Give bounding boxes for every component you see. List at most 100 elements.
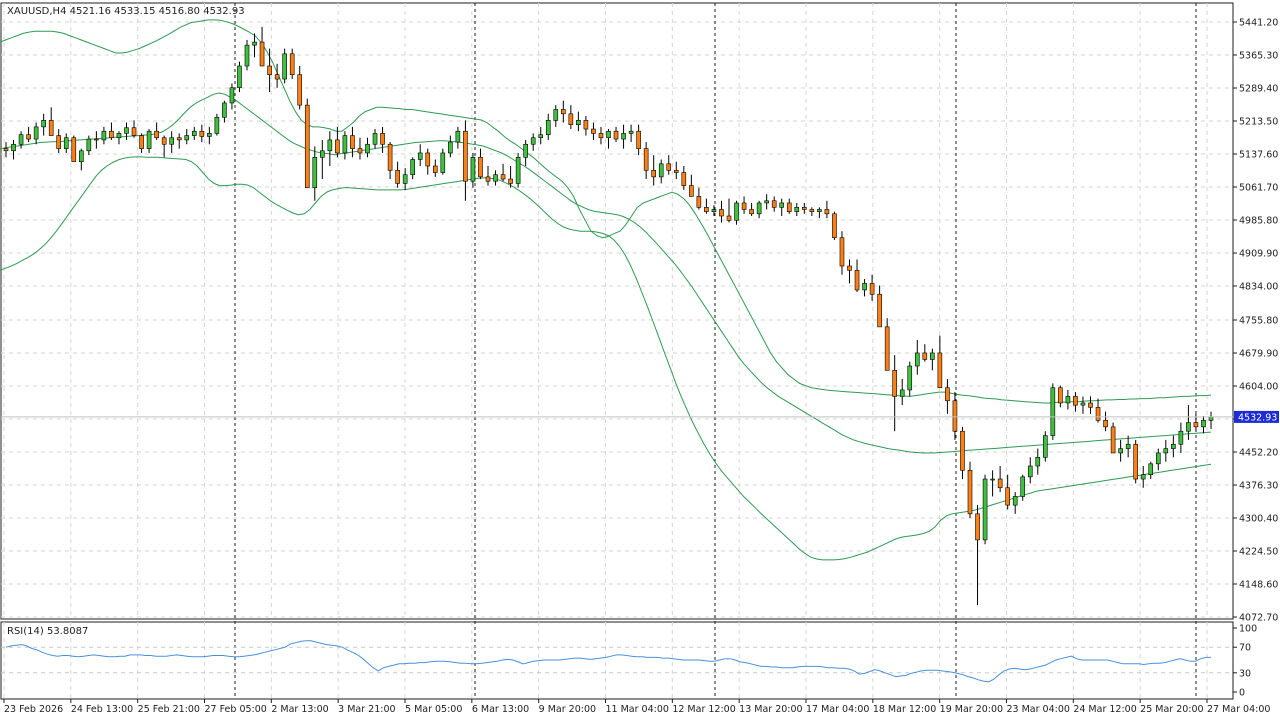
candle	[1110, 422, 1116, 454]
candle	[184, 129, 190, 145]
candle	[666, 155, 672, 175]
rsi-pane[interactable]	[0, 621, 1234, 700]
time-tick-label: 5 Mar 05:00	[405, 704, 462, 715]
candle	[771, 196, 777, 212]
candle	[749, 202, 754, 216]
rsi-tick-label: 0	[1239, 688, 1245, 699]
candle	[734, 200, 739, 225]
candle	[48, 107, 54, 136]
candle	[1073, 392, 1078, 412]
candle	[681, 166, 687, 190]
candle	[869, 274, 875, 301]
candle	[229, 83, 235, 110]
candle	[1088, 396, 1093, 414]
candle	[410, 157, 415, 180]
candle	[832, 211, 837, 240]
candle	[817, 207, 822, 219]
price-tick-label: 5441.20	[1239, 18, 1278, 29]
candle	[222, 100, 227, 123]
candle	[109, 122, 114, 140]
candle	[967, 461, 973, 519]
bollinger-upper	[0, 19, 1212, 404]
candle	[930, 348, 935, 371]
candle	[387, 142, 393, 180]
candle	[1043, 431, 1048, 462]
candle	[583, 116, 589, 136]
candle	[711, 205, 717, 216]
time-tick-label: 2 Mar 13:00	[271, 704, 328, 715]
candle	[1163, 439, 1169, 462]
candle	[975, 505, 980, 606]
candle	[124, 122, 129, 140]
price-pane[interactable]	[0, 2, 1234, 620]
candle	[3, 142, 9, 158]
time-tick-label: 9 Mar 20:00	[539, 704, 596, 715]
candle	[576, 111, 581, 132]
candle	[892, 355, 897, 432]
candle	[508, 166, 513, 188]
candle	[1133, 439, 1138, 484]
candle	[515, 152, 521, 188]
candle	[146, 129, 152, 153]
candle	[11, 139, 16, 160]
time-tick-label: 3 Mar 21:00	[338, 704, 395, 715]
candle	[960, 426, 965, 480]
candle	[1103, 411, 1108, 432]
candle	[350, 126, 355, 158]
candle	[304, 98, 310, 189]
candle	[463, 120, 468, 201]
candle	[402, 168, 408, 190]
candle	[786, 198, 792, 214]
candle	[538, 126, 544, 145]
candle	[809, 207, 815, 216]
candle	[154, 122, 159, 140]
time-tick-label: 27 Feb 05:00	[205, 704, 267, 715]
candle	[658, 159, 664, 184]
candle	[214, 113, 220, 136]
price-tick-label: 5061.70	[1239, 183, 1278, 194]
candle	[79, 148, 84, 171]
candle	[1125, 435, 1131, 458]
candle	[372, 129, 378, 149]
candle	[621, 124, 626, 149]
rsi-line	[5, 640, 1211, 683]
candle	[982, 474, 988, 545]
candle	[425, 148, 431, 175]
candle	[342, 131, 348, 160]
candle	[18, 131, 24, 149]
price-tick-label: 4755.80	[1239, 316, 1278, 327]
candle	[628, 124, 634, 143]
candle	[561, 100, 566, 123]
candle	[839, 231, 845, 275]
price-tick-label: 4072.70	[1239, 613, 1278, 624]
candle	[169, 131, 174, 153]
candle	[470, 152, 476, 188]
candle	[1118, 439, 1123, 462]
candle	[191, 126, 197, 140]
candle	[1186, 405, 1191, 440]
candle	[568, 105, 574, 130]
candle	[252, 33, 257, 58]
candle	[297, 66, 303, 110]
price-tick-label: 4834.00	[1239, 282, 1278, 293]
candle	[862, 279, 867, 297]
candle	[1020, 474, 1026, 501]
candle	[606, 129, 611, 149]
candle	[1155, 448, 1161, 471]
candle	[94, 131, 99, 149]
candle	[779, 198, 785, 216]
price-tick-label: 4604.00	[1239, 382, 1278, 393]
candle	[847, 259, 852, 284]
symbol-title: XAUUSD,H4 4521.16 4533.15 4516.80 4532.9…	[7, 6, 245, 17]
price-axis: 5441.20 5365.30 5289.40 5213.50 5137.60 5061.…	[1233, 18, 1278, 624]
price-tick-label: 4224.50	[1239, 547, 1278, 558]
rsi-tick-label: 70	[1239, 643, 1251, 654]
candle	[1012, 492, 1018, 514]
candle	[448, 135, 453, 158]
price-tick-label: 4148.60	[1239, 580, 1278, 591]
candle	[312, 146, 318, 201]
candle	[440, 148, 446, 175]
price-tick-label: 5365.30	[1239, 51, 1278, 62]
candle	[176, 133, 182, 149]
